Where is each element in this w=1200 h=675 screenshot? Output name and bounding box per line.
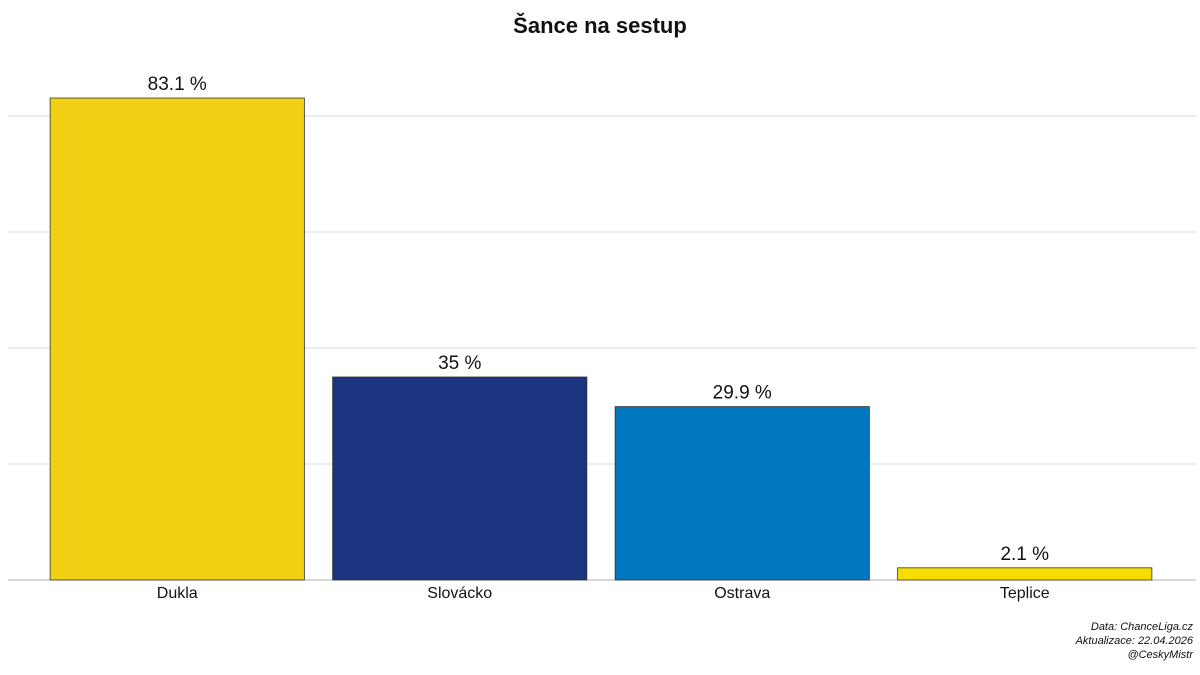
x-tick-label: Slovácko [427,585,492,602]
x-tick-label: Ostrava [714,585,770,602]
value-label: 35 % [438,353,481,374]
bar [614,406,870,581]
caption: @CeskyMistr [1127,649,1194,661]
chart-title: Šance na sestup [513,13,687,38]
caption: Data: ChanceLiga.cz [1091,621,1194,633]
value-label: 2.1 % [1000,544,1049,565]
x-tick-label: Dukla [157,585,198,602]
value-label: 29.9 % [713,383,772,404]
caption: Aktualizace: 22.04.2026 [1075,635,1194,647]
value-label: 83.1 % [148,74,207,95]
bar [49,97,305,581]
bar [897,567,1153,581]
bar [332,376,588,581]
x-tick-label: Teplice [1000,585,1050,602]
